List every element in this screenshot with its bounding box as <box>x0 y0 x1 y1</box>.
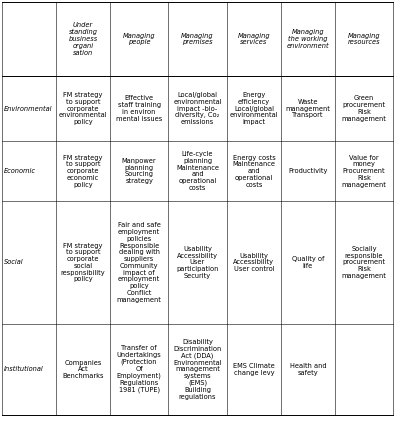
Text: Quality of
life: Quality of life <box>292 256 324 269</box>
Text: Waste
management
Transport: Waste management Transport <box>286 99 331 118</box>
Text: Companies
Act
Benchmarks: Companies Act Benchmarks <box>62 360 104 379</box>
Text: Green
procurement
Risk
management: Green procurement Risk management <box>342 96 386 122</box>
Text: Transfer of
Undertakings
(Protection
Of
Employment)
Regulations
1981 (TUPE): Transfer of Undertakings (Protection Of … <box>117 346 162 393</box>
Text: FM strategy
to support
corporate
environmental
policy: FM strategy to support corporate environ… <box>59 92 107 125</box>
Text: FM strategy
to support
corporate
economic
policy: FM strategy to support corporate economi… <box>63 154 103 187</box>
Text: Usability
Accessibility
User control: Usability Accessibility User control <box>233 253 275 272</box>
Text: Managing
services: Managing services <box>238 33 270 45</box>
Text: Socially
responsible
procurement
Risk
management: Socially responsible procurement Risk ma… <box>342 246 386 279</box>
Text: Environmental: Environmental <box>4 106 53 112</box>
Text: Managing
premises: Managing premises <box>181 33 214 45</box>
Text: Economic: Economic <box>4 168 36 174</box>
Text: Usability
Accessibility
User
participation
Security: Usability Accessibility User participati… <box>176 246 219 279</box>
Text: Disability
Discrimination
Act (DDA)
Environmental
management
systems
(EMS)
Build: Disability Discrimination Act (DDA) Envi… <box>173 339 222 400</box>
Text: Fair and safe
employment
policies
Responsible
dealing with
suppliers
Community
i: Fair and safe employment policies Respon… <box>117 222 162 302</box>
Text: Under
standing
business
organi
sation: Under standing business organi sation <box>68 22 98 55</box>
Text: Energy costs
Maintenance
and
operational
costs: Energy costs Maintenance and operational… <box>232 154 275 187</box>
Text: Social: Social <box>4 259 24 266</box>
Text: Value for
money
Procurement
Risk
management: Value for money Procurement Risk managem… <box>342 154 386 187</box>
Text: Managing
resources: Managing resources <box>348 33 380 45</box>
Text: Managing
the working
environment: Managing the working environment <box>287 29 329 49</box>
Text: Institutional: Institutional <box>4 366 44 372</box>
Text: Energy
efficiency
Local/global
environmental
impact: Energy efficiency Local/global environme… <box>229 92 278 125</box>
Text: Manpower
planning
Sourcing
strategy: Manpower planning Sourcing strategy <box>122 158 156 184</box>
Text: EMS Climate
change levy: EMS Climate change levy <box>233 363 275 376</box>
Text: Productivity: Productivity <box>288 168 328 174</box>
Text: Local/global
environmental
impact -bio-
diversity, Co₂
emissions: Local/global environmental impact -bio- … <box>173 92 222 125</box>
Text: Effective
staff training
in environ
mental issues: Effective staff training in environ ment… <box>116 96 162 122</box>
Text: Managing
people: Managing people <box>123 33 155 45</box>
Text: FM strategy
to support
corporate
social
responsibility
policy: FM strategy to support corporate social … <box>61 243 105 283</box>
Text: Life-cycle
planning
Maintenance
and
operational
costs: Life-cycle planning Maintenance and oper… <box>176 151 219 191</box>
Text: Health and
safety: Health and safety <box>290 363 326 376</box>
